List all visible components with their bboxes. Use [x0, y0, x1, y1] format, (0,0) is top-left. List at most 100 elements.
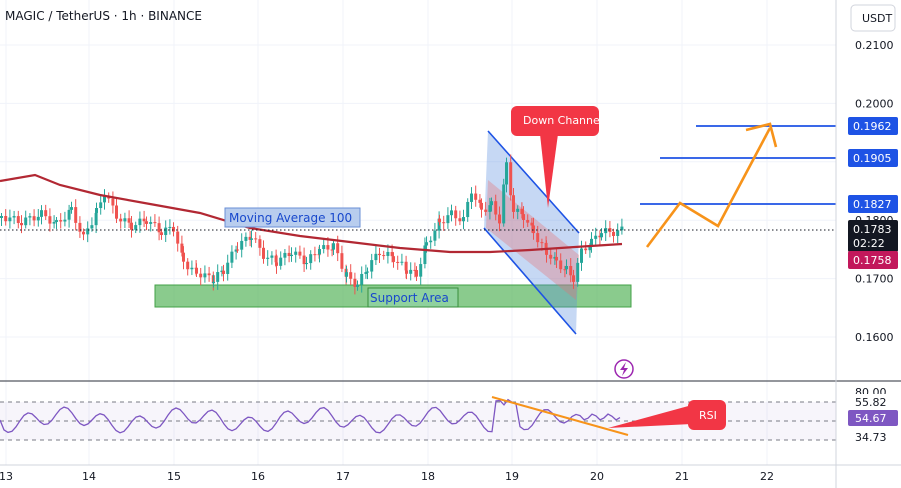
- candle-body-31: [119, 218, 123, 222]
- candle-body-161: [576, 262, 580, 282]
- lightning-icon[interactable]: [614, 359, 634, 379]
- candle-body-52: [195, 267, 198, 274]
- candle-body-57: [212, 281, 215, 284]
- candle-body-16: [63, 219, 67, 222]
- candle-body-119: [429, 240, 433, 243]
- candle-body-114: [413, 269, 417, 271]
- candle-body-100: [364, 272, 368, 274]
- time-tick-6: 19: [505, 470, 519, 483]
- candle-body-145: [522, 214, 525, 220]
- time-tick-1: 14: [82, 470, 96, 483]
- candle-body-64: [236, 249, 239, 251]
- candle-body-46: [176, 231, 180, 244]
- candle-body-49: [186, 261, 190, 270]
- candle-body-45: [172, 226, 175, 232]
- candle-body-62: [230, 251, 234, 263]
- time-tick-4: 17: [336, 470, 350, 483]
- candle-body-68: [250, 238, 253, 240]
- candle-body-70: [258, 239, 262, 248]
- support-label: Support Area: [370, 291, 449, 305]
- candle-body-120: [433, 230, 437, 241]
- candle-body-15: [59, 220, 63, 222]
- projection-arrow: [645, 127, 772, 248]
- price-tag-bg-0: [848, 117, 898, 135]
- support-annotation: Support Area: [367, 287, 459, 308]
- candle-body-55: [207, 273, 211, 276]
- candle-body-87: [318, 249, 321, 255]
- price-tick-1: 0.1700: [855, 273, 894, 286]
- time-tick-0: 13: [0, 470, 13, 483]
- candle-body-146: [526, 219, 530, 223]
- candle-body-54: [203, 273, 207, 278]
- candle-body-66: [244, 236, 248, 241]
- candle-body-20: [78, 222, 82, 232]
- rsi-callout: RSI: [608, 400, 726, 430]
- candle-body-82: [302, 255, 306, 265]
- candle-body-22: [86, 228, 90, 235]
- candle-body-80: [294, 251, 298, 255]
- candle-body-71: [262, 247, 265, 259]
- candle-body-63: [234, 249, 238, 252]
- candle-body-173: [620, 226, 624, 231]
- candle-body-47: [180, 243, 184, 253]
- candle-body-150: [540, 242, 544, 244]
- candle-body-118: [425, 242, 428, 246]
- candle-body-164: [588, 246, 592, 251]
- candle-body-140: [505, 162, 508, 185]
- candle-body-97: [353, 278, 357, 287]
- currency-badge[interactable]: USDT: [850, 4, 896, 32]
- candle-body-65: [240, 240, 244, 250]
- candle-body-107: [390, 251, 394, 257]
- rsi-divergence-line: [491, 396, 629, 436]
- time-tick-5: 18: [421, 470, 435, 483]
- rsi-tick-1: 55.82: [855, 396, 887, 409]
- candle-body-5: [20, 223, 23, 226]
- candle-body-13: [52, 221, 56, 224]
- candle-body-79: [290, 254, 293, 257]
- candle-body-168: [600, 233, 603, 238]
- candle-body-84: [309, 254, 313, 264]
- candle-body-33: [127, 218, 131, 223]
- candle-body-99: [360, 273, 364, 285]
- candle-body-136: [490, 201, 493, 206]
- moving-average-line: [0, 173, 623, 254]
- candle-body-141: [509, 162, 513, 196]
- moving-average-label: Moving Average 100: [229, 211, 352, 225]
- candle-body-122: [438, 218, 441, 223]
- candle-body-59: [220, 270, 224, 273]
- candle-body-35: [134, 225, 138, 230]
- candle-body-30: [115, 205, 118, 219]
- candle-body-3: [12, 216, 16, 218]
- candle-body-27: [103, 195, 106, 203]
- chart-title: MAGIC / TetherUS · 1h · BINANCE: [5, 9, 202, 23]
- candle-body-4: [16, 216, 20, 224]
- candle-body-36: [138, 218, 142, 226]
- candle-body-88: [322, 245, 326, 250]
- rsi-tag-label: RSI: [699, 409, 717, 422]
- candle-body-163: [584, 248, 588, 251]
- candle-body-156: [559, 260, 563, 270]
- candle-body-48: [182, 252, 185, 262]
- candle-body-53: [199, 273, 203, 278]
- candle-body-90: [330, 249, 334, 251]
- time-tick-9: 22: [760, 470, 774, 483]
- candle-body-106: [386, 251, 390, 256]
- candle-body-142: [512, 195, 515, 212]
- candle-body-143: [516, 208, 520, 212]
- price-tick-4: 0.2000: [855, 97, 894, 110]
- candle-body-60: [222, 270, 225, 274]
- rsi-tick-3: 34.73: [855, 431, 887, 444]
- candle-body-132: [478, 199, 482, 203]
- candle-body-148: [532, 225, 535, 234]
- candle-body-18: [70, 207, 73, 210]
- candle-body-127: [458, 218, 462, 222]
- candle-body-92: [336, 243, 340, 254]
- rsi-tick-bg-2: [848, 410, 898, 426]
- candle-body-154: [553, 256, 557, 259]
- candle-body-83: [305, 263, 308, 265]
- price-tag-bg-5: [848, 251, 898, 269]
- candle-body-103: [374, 253, 378, 261]
